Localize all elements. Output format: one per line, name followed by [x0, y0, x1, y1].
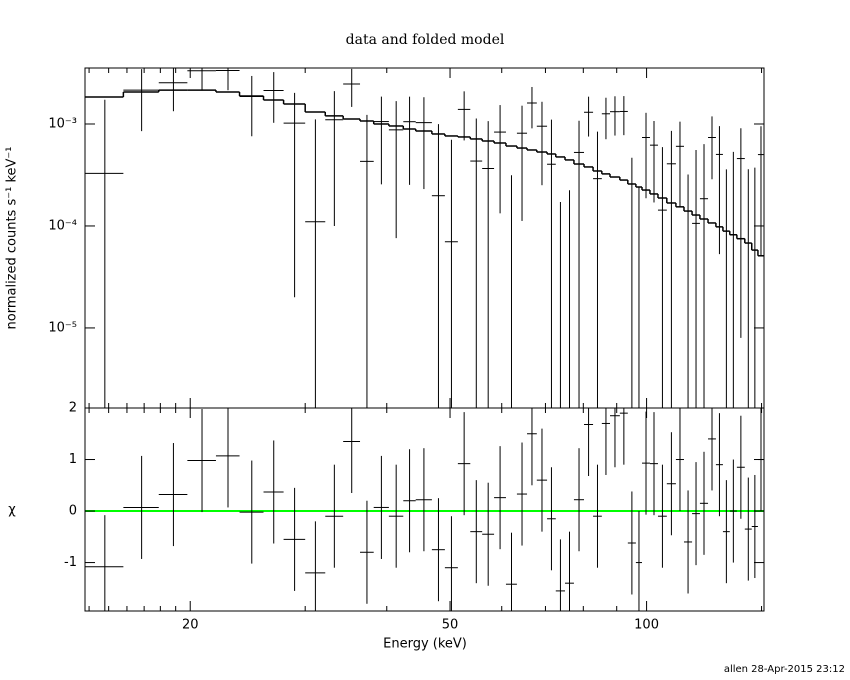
- y-tick-label: 10⁻⁵: [48, 320, 77, 335]
- frame: [84, 407, 765, 612]
- y-tick-label: 2: [69, 401, 77, 416]
- plot-area: [85, 68, 764, 408]
- y-tick-label: 10⁻³: [48, 116, 77, 131]
- plot-area: [85, 408, 764, 611]
- chart-title: data and folded model: [346, 32, 505, 48]
- x-tick-label: 20: [182, 618, 199, 633]
- x-tick-label: 50: [442, 618, 459, 633]
- y-tick-label: 0: [69, 504, 77, 519]
- x-tick-label: 100: [634, 618, 659, 633]
- footer: allen 28-Apr-2015 23:12: [724, 664, 845, 675]
- y-tick-label: 1: [69, 452, 77, 467]
- y-axis-label: normalized counts s⁻¹ keV⁻¹: [5, 147, 20, 330]
- axes: 10⁻³ 10⁻⁴ 10⁻⁵ 20 50 100 -1 0 1 2: [48, 67, 765, 633]
- y-tick-label: -1: [64, 555, 77, 570]
- y-tick-label: 10⁻⁴: [48, 218, 77, 233]
- x-axis-label: Energy (keV): [383, 637, 467, 652]
- y-axis-label: χ: [8, 503, 16, 518]
